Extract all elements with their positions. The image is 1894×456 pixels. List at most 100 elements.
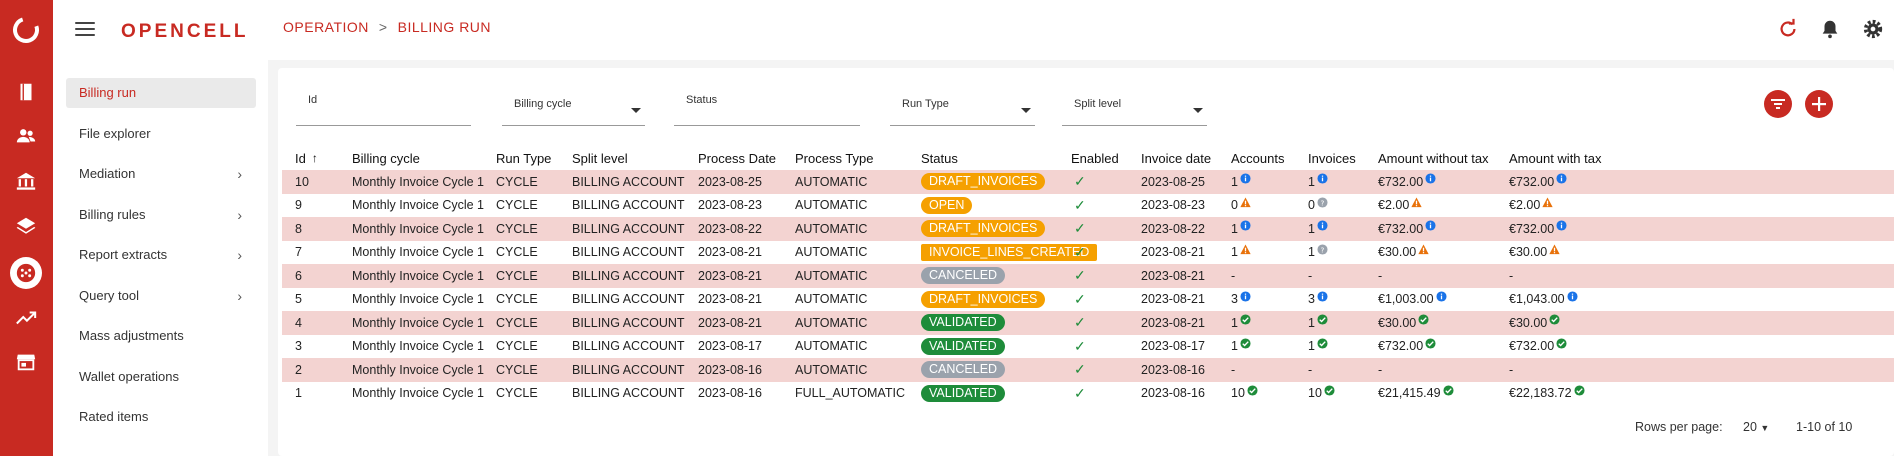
- column-header-status[interactable]: Status: [921, 150, 958, 166]
- check-circle-icon[interactable]: [1425, 338, 1436, 349]
- cell-value: €30.00: [1378, 315, 1417, 330]
- breadcrumb: OPERATION > BILLING RUN: [283, 19, 491, 35]
- check-circle-icon[interactable]: [1240, 314, 1251, 325]
- trending-up-icon[interactable]: [14, 306, 38, 330]
- cell-accounts: 1: [1231, 241, 1251, 265]
- nav-item-mediation[interactable]: Mediation ›: [66, 159, 256, 189]
- table-row[interactable]: 2 Monthly Invoice Cycle 1 CYCLE BILLING ACC…: [282, 358, 1894, 382]
- info-icon[interactable]: [1436, 291, 1447, 302]
- filter-button[interactable]: [1764, 90, 1792, 118]
- id-filter-input[interactable]: Id: [296, 90, 471, 126]
- info-icon[interactable]: [1556, 173, 1567, 184]
- check-circle-icon[interactable]: [1556, 338, 1567, 349]
- table-row[interactable]: 10 Monthly Invoice Cycle 1 CYCLE BILLING AC…: [282, 170, 1894, 194]
- table-row[interactable]: 1 Monthly Invoice Cycle 1 CYCLE BILLING ACC…: [282, 382, 1894, 406]
- nav-item-file-explorer[interactable]: File explorer: [66, 119, 256, 149]
- billing-cycle-filter-select[interactable]: Billing cycle: [502, 90, 645, 126]
- column-header-billing-cycle[interactable]: Billing cycle: [352, 150, 420, 166]
- warning-icon[interactable]: [1542, 197, 1553, 208]
- bank-icon[interactable]: [14, 169, 38, 193]
- table-row[interactable]: 6 Monthly Invoice Cycle 1 CYCLE BILLING ACC…: [282, 264, 1894, 288]
- table-row[interactable]: 5 Monthly Invoice Cycle 1 CYCLE BILLING ACC…: [282, 288, 1894, 312]
- info-icon[interactable]: [1425, 173, 1436, 184]
- nav-item-billing-rules[interactable]: Billing rules ›: [66, 200, 256, 230]
- info-icon[interactable]: [1317, 220, 1328, 231]
- check-circle-icon[interactable]: [1443, 385, 1454, 396]
- check-circle-icon[interactable]: [1549, 314, 1560, 325]
- cell-amount-wo: €21,415.49: [1378, 382, 1454, 406]
- nav-item-billing-run[interactable]: Billing run: [66, 78, 256, 108]
- status-filter-input[interactable]: Status: [674, 90, 860, 126]
- check-circle-icon[interactable]: [1240, 338, 1251, 349]
- help-icon[interactable]: ?: [1317, 244, 1328, 255]
- help-icon[interactable]: ?: [1317, 197, 1328, 208]
- warning-icon[interactable]: [1240, 197, 1251, 208]
- cell-status: VALIDATED: [921, 382, 1005, 406]
- add-billing-run-button[interactable]: [1805, 90, 1833, 118]
- sort-arrow-up-icon[interactable]: ↑: [311, 151, 318, 165]
- bell-icon[interactable]: [1819, 18, 1841, 40]
- info-icon[interactable]: [1425, 220, 1436, 231]
- warning-icon[interactable]: [1240, 244, 1251, 255]
- book-icon[interactable]: [14, 80, 38, 104]
- column-header-invoices[interactable]: Invoices: [1308, 150, 1356, 166]
- warning-icon[interactable]: [1549, 244, 1560, 255]
- store-icon[interactable]: [14, 350, 38, 374]
- check-circle-icon[interactable]: [1574, 385, 1585, 396]
- check-circle-icon[interactable]: [1317, 338, 1328, 349]
- nav-item-rated-items[interactable]: Rated items: [66, 402, 256, 432]
- users-icon[interactable]: [14, 124, 38, 148]
- hamburger-menu-icon[interactable]: [75, 22, 95, 38]
- info-icon[interactable]: [1556, 220, 1567, 231]
- nav-item-wallet-operations[interactable]: Wallet operations: [66, 362, 256, 392]
- check-circle-icon[interactable]: [1324, 385, 1335, 396]
- info-icon[interactable]: [1567, 291, 1578, 302]
- table-body: 10 Monthly Invoice Cycle 1 CYCLE BILLING AC…: [282, 170, 1894, 405]
- column-header-amount-without-tax[interactable]: Amount without tax: [1378, 150, 1489, 166]
- column-header-accounts[interactable]: Accounts: [1231, 150, 1285, 166]
- column-header-invoice-date[interactable]: Invoice date: [1141, 150, 1212, 166]
- cell-status: CANCELED: [921, 264, 1006, 288]
- warning-icon[interactable]: [1418, 244, 1429, 255]
- info-icon[interactable]: [1317, 291, 1328, 302]
- column-header-enabled[interactable]: Enabled: [1071, 150, 1119, 166]
- cell-value: €732.00: [1378, 221, 1424, 236]
- layers-icon[interactable]: [14, 214, 38, 238]
- info-icon[interactable]: [1240, 173, 1251, 184]
- column-header-amount-with-tax[interactable]: Amount with tax: [1509, 150, 1602, 166]
- table-row[interactable]: 4 Monthly Invoice Cycle 1 CYCLE BILLING ACC…: [282, 311, 1894, 335]
- warning-icon[interactable]: [1411, 197, 1422, 208]
- split-level-filter-select[interactable]: Split level: [1062, 90, 1207, 126]
- cell-invoices: 0?: [1308, 194, 1328, 218]
- breadcrumb-root[interactable]: OPERATION: [283, 19, 369, 35]
- cell-value: €732.00: [1378, 339, 1424, 354]
- info-icon[interactable]: [1317, 173, 1328, 184]
- rows-per-page-select[interactable]: 20 ▼: [1743, 420, 1769, 434]
- table-row[interactable]: 9 Monthly Invoice Cycle 1 CYCLE BILLING ACC…: [282, 194, 1894, 218]
- table-row[interactable]: 8 Monthly Invoice Cycle 1 CYCLE BILLING ACC…: [282, 217, 1894, 241]
- info-icon[interactable]: [1240, 291, 1251, 302]
- icon-rail: [0, 0, 53, 456]
- column-header-run-type[interactable]: Run Type: [496, 150, 552, 166]
- column-header-split-level[interactable]: Split level: [572, 150, 628, 166]
- column-header-process-date[interactable]: Process Date: [698, 150, 777, 166]
- check-icon: ✓: [1074, 384, 1086, 401]
- table-row[interactable]: 7 Monthly Invoice Cycle 1 CYCLE BILLING ACC…: [282, 241, 1894, 265]
- nav-item-query-tool[interactable]: Query tool ›: [66, 281, 256, 311]
- cell-process-date: 2023-08-22: [698, 221, 762, 236]
- check-circle-icon[interactable]: [1247, 385, 1258, 396]
- column-header-process-type[interactable]: Process Type: [795, 150, 874, 166]
- table-row[interactable]: 3 Monthly Invoice Cycle 1 CYCLE BILLING ACC…: [282, 335, 1894, 359]
- refresh-icon[interactable]: [1777, 18, 1799, 40]
- opencell-logo-icon[interactable]: [11, 15, 41, 45]
- info-icon[interactable]: [1240, 220, 1251, 231]
- column-header-id[interactable]: Id ↑: [295, 146, 318, 170]
- check-circle-icon[interactable]: [1418, 314, 1429, 325]
- settings-gear-icon[interactable]: [1862, 18, 1884, 40]
- cell-id: 5: [295, 292, 302, 307]
- nav-item-mass-adjustments[interactable]: Mass adjustments: [66, 321, 256, 351]
- check-circle-icon[interactable]: [1317, 314, 1328, 325]
- run-type-filter-select[interactable]: Run Type: [890, 90, 1035, 126]
- billing-operation-icon[interactable]: [10, 257, 42, 289]
- nav-item-report-extracts[interactable]: Report extracts ›: [66, 240, 256, 270]
